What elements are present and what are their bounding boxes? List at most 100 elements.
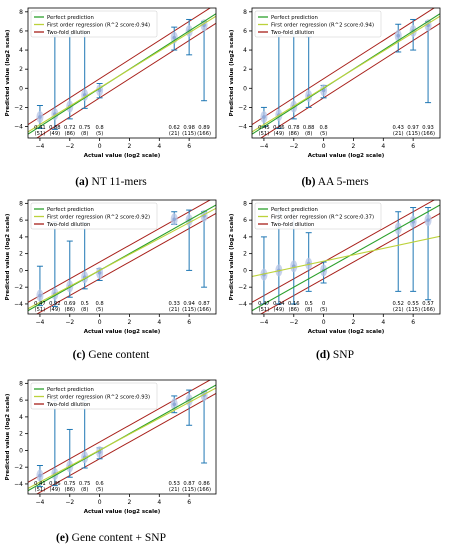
count-label: (115) bbox=[182, 131, 196, 137]
distribution-x-4 bbox=[260, 106, 268, 128]
accuracy-label: 0.8 bbox=[95, 125, 103, 131]
legend-two-fold-dilution-label: Two-fold dilution bbox=[46, 222, 90, 228]
legend-two-fold-dilution-label: Two-fold dilution bbox=[270, 30, 314, 36]
accuracy-label: 0.53 bbox=[168, 481, 180, 487]
y-tick-label: 0 bbox=[19, 447, 23, 454]
x-tick-label: −2 bbox=[289, 319, 298, 326]
plot-area bbox=[28, 380, 216, 494]
y-tick-label: −4 bbox=[238, 124, 247, 131]
dilution-line-upper bbox=[252, 8, 435, 126]
distribution-x-1 bbox=[305, 232, 313, 292]
accuracy-labels: 0.47(51)0.24(49)0.16(86) 0.5(8) 0(5) 0.52(2… bbox=[258, 301, 435, 313]
caption-gene-content-snp: (e) Gene content + SNP bbox=[56, 532, 166, 544]
y-tick-label: 2 bbox=[243, 66, 247, 73]
y-tick-label: −2 bbox=[14, 464, 23, 471]
accuracy-label: 0.88 bbox=[49, 125, 61, 131]
x-tick-label: 2 bbox=[128, 319, 132, 326]
legend-two-fold-dilution-label: Two-fold dilution bbox=[46, 402, 90, 408]
dilution-line-lower bbox=[259, 212, 440, 314]
regression-line bbox=[252, 235, 440, 278]
accuracy-labels: 0.41(51)0.88(49)0.72(86) 0.75(8) 0.8(5) 0.6… bbox=[34, 125, 211, 137]
y-tick-label: 0 bbox=[243, 85, 247, 92]
dilution-line-lower bbox=[35, 212, 216, 314]
accuracy-label: 0.92 bbox=[49, 301, 61, 307]
distribution-x-2 bbox=[66, 428, 74, 478]
dilution-line-lower bbox=[35, 392, 216, 494]
legend-perfect-prediction-label: Perfect prediction bbox=[47, 15, 94, 21]
median-point bbox=[97, 271, 102, 275]
count-label: (115) bbox=[406, 131, 420, 137]
median-point bbox=[396, 33, 401, 38]
count-label: (5) bbox=[96, 487, 103, 493]
legend-first-order-regression-label: First order regression (R^2 score:0.93) bbox=[47, 395, 150, 401]
legend-perfect-prediction-label: Perfect prediction bbox=[271, 15, 318, 21]
count-label: (51) bbox=[259, 131, 270, 137]
accuracy-label: 0 bbox=[322, 301, 325, 307]
x-tick-label: −4 bbox=[36, 499, 45, 506]
count-label: (49) bbox=[50, 131, 61, 137]
y-tick-label: 4 bbox=[243, 47, 247, 54]
y-tick-label: 2 bbox=[19, 66, 23, 73]
count-label: (115) bbox=[406, 307, 420, 313]
median-point bbox=[172, 217, 177, 222]
count-label: (166) bbox=[197, 487, 211, 493]
y-tick-label: 4 bbox=[243, 234, 247, 241]
y-tick-label: −2 bbox=[14, 104, 23, 111]
dilution-line-upper bbox=[28, 200, 212, 303]
count-label: (49) bbox=[50, 307, 61, 313]
legend: Perfect prediction First order regression… bbox=[254, 10, 382, 38]
axes-frame bbox=[27, 379, 217, 495]
y-tick-label: 4 bbox=[19, 414, 23, 421]
y-tick-label: −4 bbox=[14, 124, 23, 131]
count-label: (5) bbox=[320, 307, 327, 313]
y-tick-label: −2 bbox=[14, 284, 23, 291]
x-tick-label: −2 bbox=[65, 319, 74, 326]
accuracy-label: 0.52 bbox=[392, 301, 404, 307]
perfect-prediction-line bbox=[28, 204, 216, 312]
y-tick-label: 0 bbox=[19, 85, 23, 92]
count-label: (49) bbox=[50, 487, 61, 493]
x-tick-label: 4 bbox=[381, 143, 385, 150]
axes-frame bbox=[251, 7, 441, 139]
y-tick-label: 8 bbox=[19, 380, 23, 387]
accuracy-label: 0.41 bbox=[34, 481, 46, 487]
y-tick-label: 6 bbox=[19, 397, 23, 404]
axes-frame bbox=[27, 199, 217, 315]
legend-box bbox=[254, 202, 382, 230]
distribution-x-5 bbox=[394, 23, 402, 53]
distribution-x-3 bbox=[275, 35, 283, 129]
axes-frame bbox=[27, 7, 217, 139]
count-label: (86) bbox=[288, 307, 299, 313]
accuracy-label: 0.86 bbox=[198, 481, 210, 487]
y-tick-label: 6 bbox=[243, 217, 247, 224]
x-tick-label: −4 bbox=[260, 143, 269, 150]
distribution-x-4 bbox=[36, 465, 44, 487]
legend-first-order-regression-label: First order regression (R^2 score:0.37) bbox=[271, 215, 374, 221]
count-label: (51) bbox=[35, 131, 46, 137]
x-tick-label: 4 bbox=[157, 143, 161, 150]
count-label: (21) bbox=[169, 307, 180, 313]
y-tick-label: 8 bbox=[243, 9, 247, 16]
count-label: (115) bbox=[182, 487, 196, 493]
accuracy-label: 0.57 bbox=[422, 301, 434, 307]
count-label: (166) bbox=[421, 131, 435, 137]
count-label: (51) bbox=[259, 307, 270, 313]
distribution-x-4 bbox=[36, 265, 44, 307]
accuracy-label: 0.88 bbox=[303, 125, 315, 131]
x-tick-label: −2 bbox=[289, 143, 298, 150]
y-tick-label: 6 bbox=[243, 28, 247, 35]
accuracy-label: 0.89 bbox=[198, 125, 210, 131]
count-label: (86) bbox=[64, 487, 75, 493]
count-label: (166) bbox=[197, 307, 211, 313]
caption-snp: (d) SNP bbox=[315, 349, 355, 361]
caption-aa-5-mers: (b) AA 5-mers bbox=[301, 176, 369, 188]
count-label: (51) bbox=[35, 487, 46, 493]
accuracy-label: 0.93 bbox=[422, 125, 434, 131]
accuracy-label: 0.24 bbox=[273, 301, 285, 307]
count-label: (21) bbox=[393, 307, 404, 313]
legend: Perfect prediction First order regression… bbox=[30, 202, 158, 230]
accuracy-label: 0.86 bbox=[273, 125, 285, 131]
accuracy-label: 0.62 bbox=[168, 125, 180, 131]
chart-panel-snp: −4 −2 0 2 4 6 −4 −2 0 2 4 6 8 Actual value (log2 scal… bbox=[229, 199, 441, 335]
dilution-line-upper bbox=[252, 200, 436, 303]
